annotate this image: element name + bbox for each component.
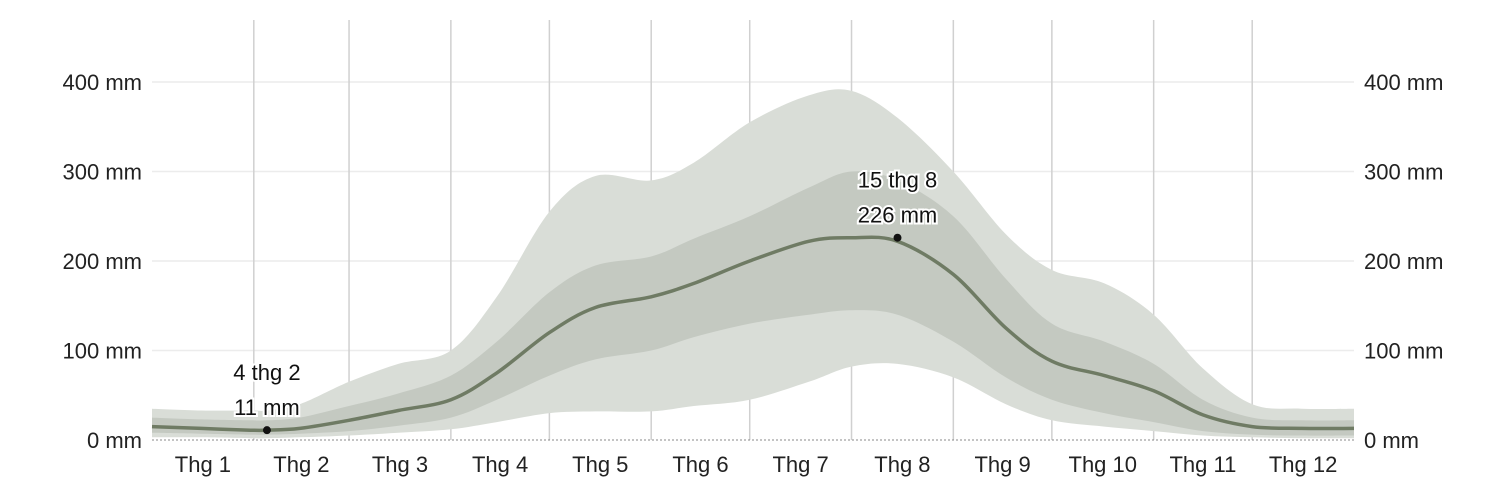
y-tick-label-left: 200 mm xyxy=(63,249,142,274)
month-label: Thg 11 xyxy=(1169,452,1236,477)
y-tick-label-left: 100 mm xyxy=(63,339,142,364)
y-tick-label-left: 0 mm xyxy=(87,428,142,453)
annotation-layer: 4 thg 2 11 mm 15 thg 8 226 mm xyxy=(231,166,939,435)
month-label: Thg 5 xyxy=(572,452,628,477)
month-label: Thg 6 xyxy=(672,452,728,477)
month-label: Thg 3 xyxy=(372,452,428,477)
month-label: Thg 8 xyxy=(874,452,930,477)
month-label: Thg 4 xyxy=(472,452,528,477)
band-p25-p75 xyxy=(152,171,1354,436)
y-tick-label-right: 400 mm xyxy=(1364,70,1443,95)
annotation-value-label: 11 mm xyxy=(234,395,300,420)
month-label: Thg 12 xyxy=(1269,452,1338,477)
annotation-point xyxy=(262,426,271,435)
y-tick-label-left: 400 mm xyxy=(63,70,142,95)
y-tick-label-right: 200 mm xyxy=(1364,249,1443,274)
y-tick-label-right: 300 mm xyxy=(1364,160,1443,185)
month-label: Thg 10 xyxy=(1069,452,1138,477)
y-tick-label-left: 300 mm xyxy=(63,160,142,185)
month-label: Thg 1 xyxy=(175,452,231,477)
y-tick-label-right: 100 mm xyxy=(1364,339,1443,364)
y-tick-label-right: 0 mm xyxy=(1364,428,1419,453)
annotation-point xyxy=(893,233,902,242)
month-label: Thg 7 xyxy=(772,452,828,477)
band-layer xyxy=(152,89,1354,439)
line-layer xyxy=(151,235,1355,433)
month-label: Thg 9 xyxy=(974,452,1030,477)
annotation-date-label: 4 thg 2 xyxy=(233,360,300,385)
median-line xyxy=(151,235,1355,433)
annotation-value-label: 226 mm xyxy=(858,203,937,228)
annotation-date-label: 15 thg 8 xyxy=(858,168,938,193)
month-label: Thg 2 xyxy=(273,452,329,477)
axis-layer: 0 mm 0 mm 100 mm 100 mm 200 mm 200 mm 300 mm 30… xyxy=(63,70,1444,477)
